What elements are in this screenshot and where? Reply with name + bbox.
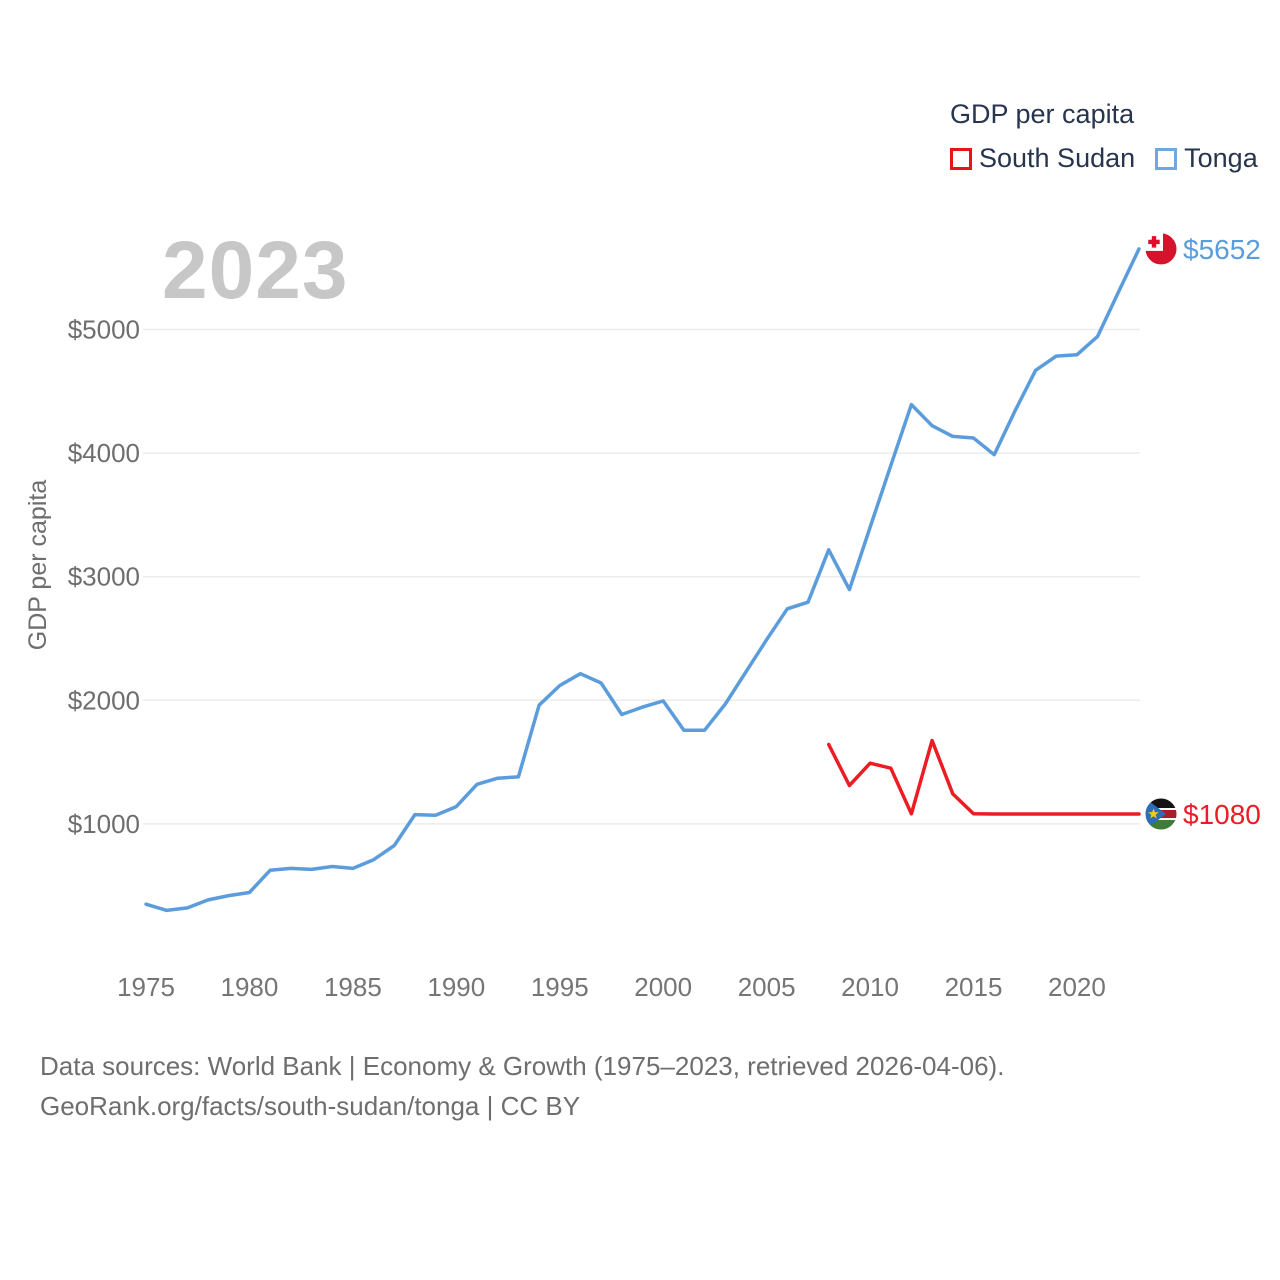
x-tick-label: 2005 xyxy=(738,972,796,1002)
y-tick-label: $3000 xyxy=(68,562,140,592)
footer: Data sources: World Bank | Economy & Gro… xyxy=(40,1046,1004,1126)
x-tick-label: 2020 xyxy=(1048,972,1106,1002)
legend-item-south-sudan[interactable]: South Sudan xyxy=(950,143,1135,174)
legend-title: GDP per capita xyxy=(950,99,1135,129)
tonga-line xyxy=(144,247,1141,913)
footer-attribution-line: GeoRank.org/facts/south-sudan/tonga | CC… xyxy=(40,1091,581,1121)
legend-item-tonga[interactable]: Tonga xyxy=(1155,143,1258,174)
gdp-line-chart: $1000 $2000 $3000 $4000 $5000 1975 1980 1985 199… xyxy=(24,232,1261,1002)
x-tick-label: 1990 xyxy=(427,972,485,1002)
south-sudan-line xyxy=(826,738,1141,816)
tonga-swatch-icon[interactable] xyxy=(1155,147,1178,170)
x-tick-label: 1985 xyxy=(324,972,382,1002)
chart-legend: GDP per capita South Sudan Tonga xyxy=(950,99,1258,174)
y-tick-label: $5000 xyxy=(68,315,140,345)
y-tick-label: $2000 xyxy=(68,685,140,715)
x-tick-label: 1975 xyxy=(117,972,175,1002)
tonga-end-value-label: $5652 xyxy=(1183,234,1261,265)
south-sudan-flag-icon xyxy=(1144,797,1178,831)
year-watermark: 2023 xyxy=(162,225,349,316)
x-tick-label: 2000 xyxy=(634,972,692,1002)
legend-label-south-sudan: South Sudan xyxy=(979,143,1136,173)
legend-label-tonga: Tonga xyxy=(1184,143,1258,173)
x-tick-label: 2015 xyxy=(945,972,1003,1002)
x-tick-label: 2010 xyxy=(841,972,899,1002)
x-tick-label: 1980 xyxy=(221,972,279,1002)
y-tick-label: $1000 xyxy=(68,809,140,839)
tonga-flag-icon xyxy=(1144,232,1178,266)
y-axis-title: GDP per capita xyxy=(24,480,52,651)
x-tick-label: 1995 xyxy=(531,972,589,1002)
south-sudan-swatch-icon[interactable] xyxy=(950,147,972,170)
south-sudan-end-value-label: $1080 xyxy=(1183,799,1261,830)
footer-sources-line: Data sources: World Bank | Economy & Gro… xyxy=(40,1051,1005,1081)
y-tick-label: $4000 xyxy=(68,438,140,468)
legend-items: South Sudan Tonga xyxy=(950,143,1258,174)
